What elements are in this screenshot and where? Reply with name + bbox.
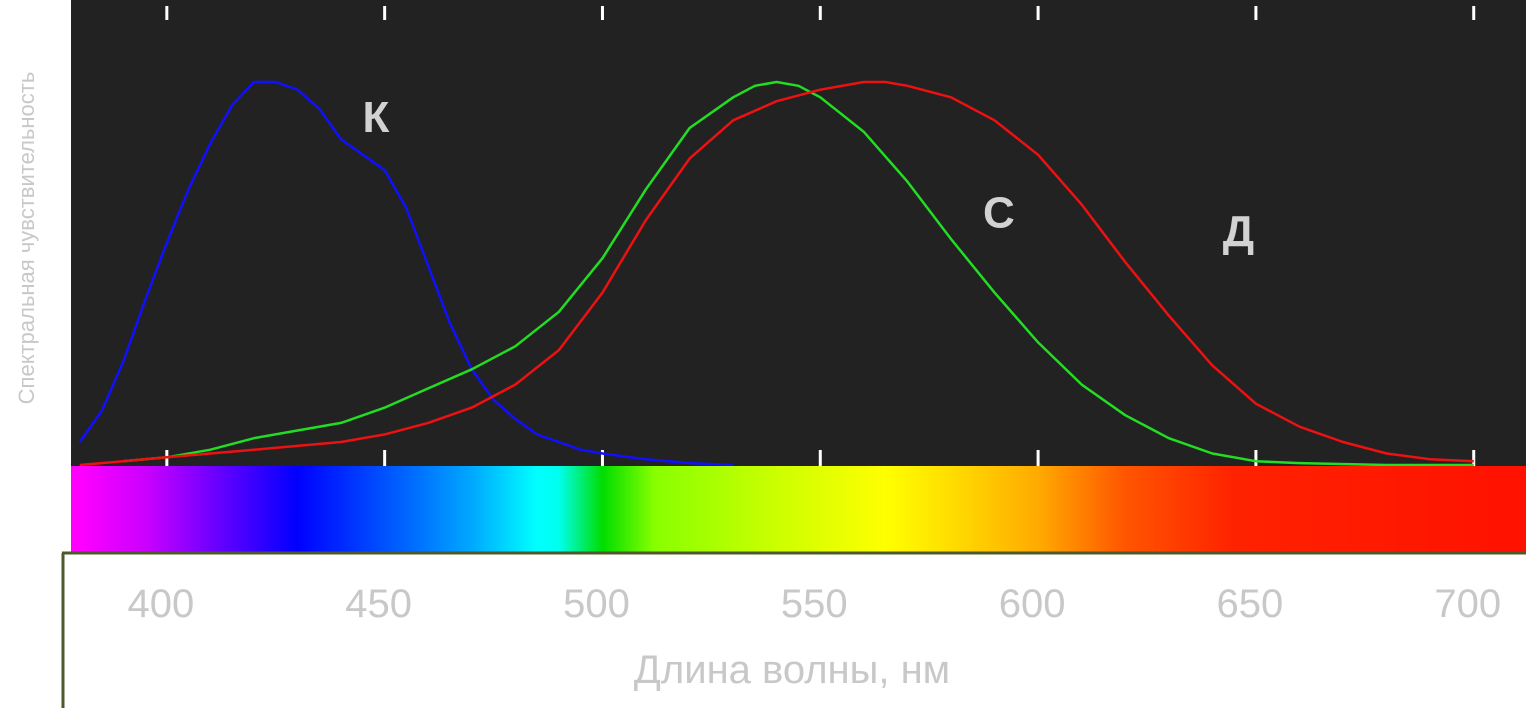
x-axis-label: Длина волны, нм xyxy=(634,648,950,692)
x-tick-label: 500 xyxy=(563,582,630,626)
series-label: С xyxy=(983,189,1015,238)
series-line-К xyxy=(78,80,734,467)
x-tick-label: 700 xyxy=(1434,582,1501,626)
y-axis-label: Спектральная чувствительность xyxy=(14,72,39,405)
series-layer xyxy=(78,80,1474,467)
x-tick-label: 650 xyxy=(1217,582,1284,626)
x-tick-label: 600 xyxy=(999,582,1066,626)
series-label: Д xyxy=(1223,208,1254,257)
series-labels: К С Д xyxy=(363,93,1255,257)
top-ticks xyxy=(165,6,1476,20)
bottom-ticks xyxy=(165,450,1476,466)
x-tick-label: 400 xyxy=(127,582,194,626)
series-line-С xyxy=(123,80,1474,467)
x-tick-labels: 400 450 500 550 600 650 700 xyxy=(127,582,1501,626)
spectrum-bar xyxy=(71,466,1526,552)
x-tick-label: 550 xyxy=(781,582,848,626)
plot-area xyxy=(71,0,1526,466)
series-line-Д xyxy=(79,80,1474,467)
series-label: К xyxy=(363,93,390,142)
x-tick-label: 450 xyxy=(345,582,412,626)
